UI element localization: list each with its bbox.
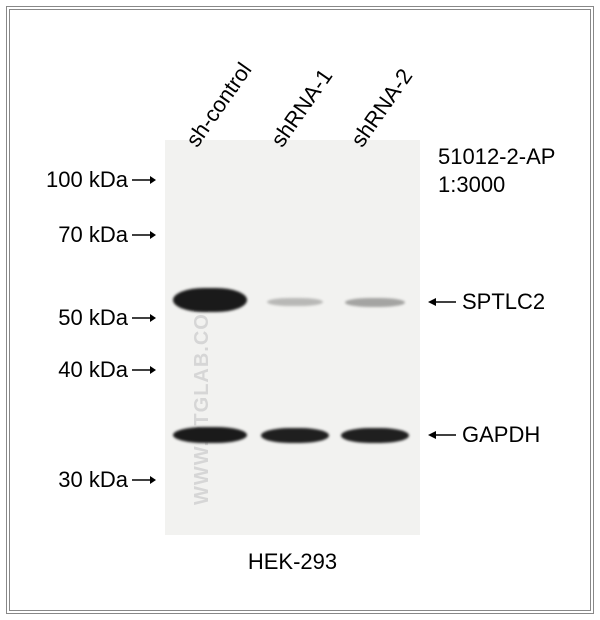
western-band [341, 428, 409, 443]
western-band [261, 428, 329, 443]
western-band [345, 298, 405, 307]
mw-arrow-icon [132, 473, 156, 487]
western-band [267, 298, 323, 306]
mw-arrow-icon [132, 173, 156, 187]
western-band [173, 288, 247, 312]
mw-label-100kda: 100 kDa [28, 167, 128, 193]
western-band [173, 427, 247, 443]
blot-membrane: WWW.PTGLAB.COM [165, 140, 420, 535]
mw-label-40kda: 40 kDa [28, 357, 128, 383]
mw-arrow-icon [132, 363, 156, 377]
mw-label-50kda: 50 kDa [28, 305, 128, 331]
cell-line-label: HEK-293 [165, 549, 420, 575]
band-label-sptlc2: SPTLC2 [462, 289, 545, 315]
mw-arrow-icon [132, 228, 156, 242]
band-arrow-icon [428, 428, 456, 442]
dilution-label: 1:3000 [438, 172, 505, 198]
antibody-id-label: 51012-2-AP [438, 144, 555, 170]
watermark-text: WWW.PTGLAB.COM [191, 295, 214, 505]
band-label-gapdh: GAPDH [462, 422, 540, 448]
band-arrow-icon [428, 295, 456, 309]
mw-arrow-icon [132, 311, 156, 325]
mw-label-70kda: 70 kDa [28, 222, 128, 248]
mw-label-30kda: 30 kDa [28, 467, 128, 493]
